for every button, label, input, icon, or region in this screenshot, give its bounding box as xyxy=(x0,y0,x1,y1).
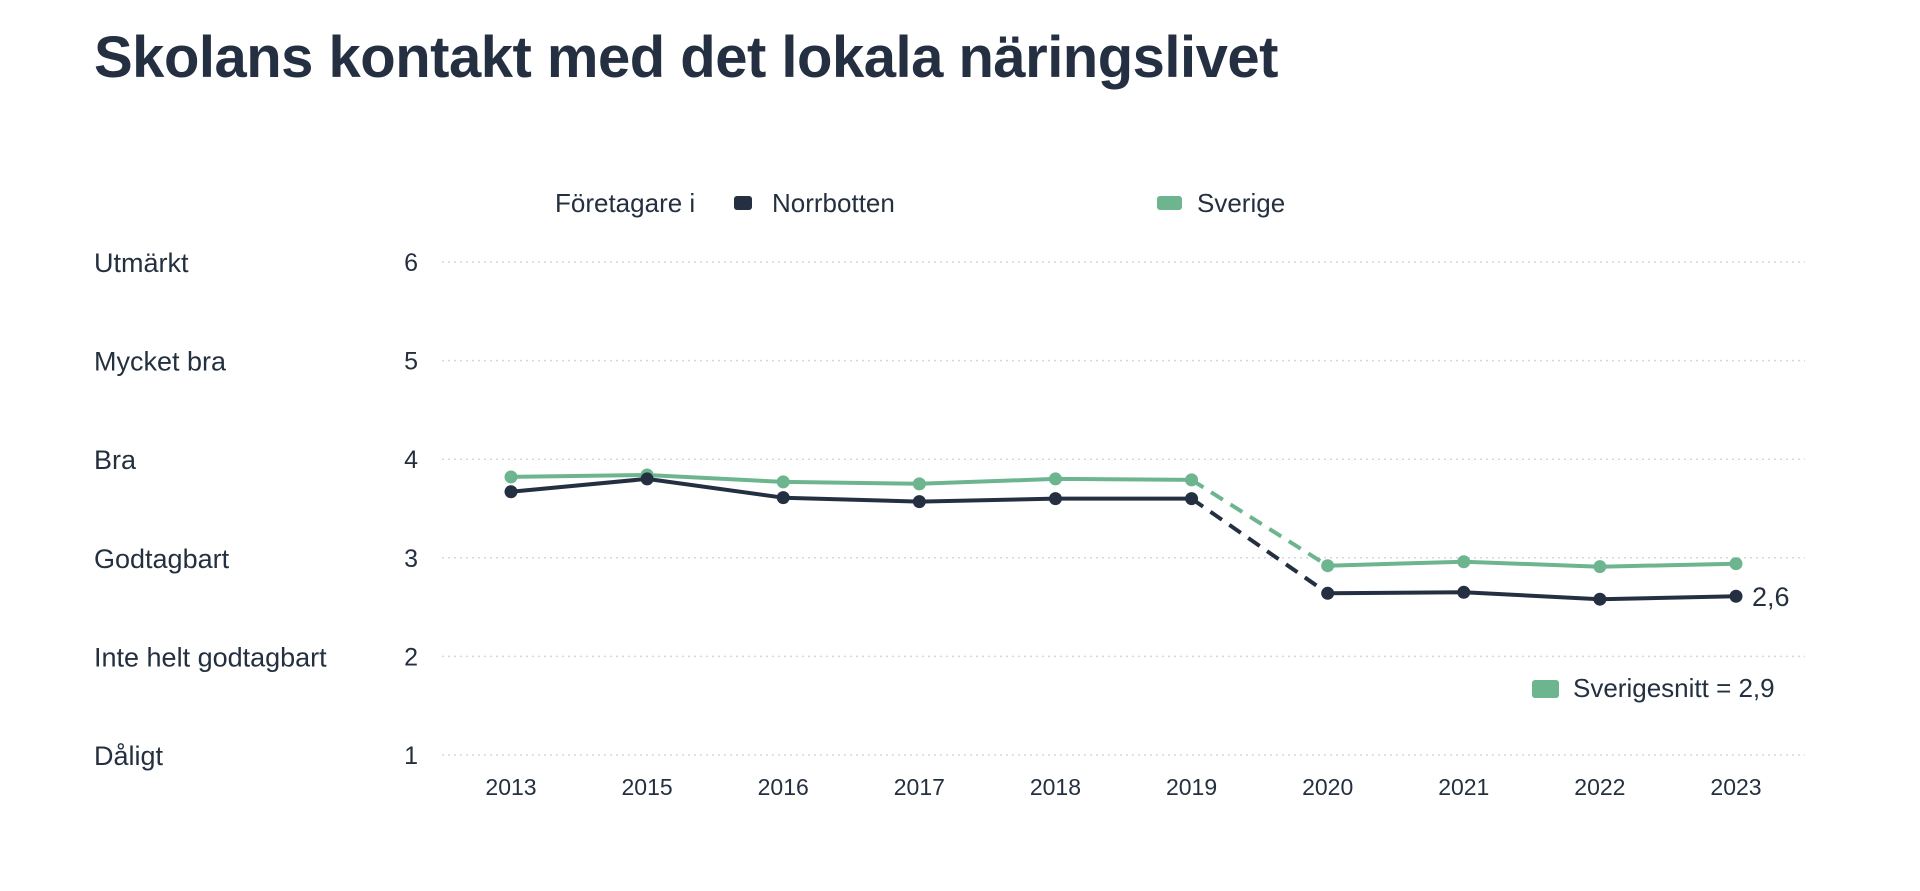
point-sverige-2020 xyxy=(1321,559,1335,573)
y-tick-1: 1 xyxy=(404,742,418,770)
y-tick-6: 6 xyxy=(404,249,418,277)
x-tick-labels: 2013 2015 2016 2017 2018 2019 2020 2021 2022 2023 xyxy=(485,774,1761,800)
legend-label-norrbotten: Norrbotten xyxy=(772,188,895,218)
legend-prefix: Företagare i xyxy=(555,188,695,218)
y-category-5: Mycket bra xyxy=(94,347,227,377)
line-sverige-before xyxy=(510,473,1192,486)
x-tick-2016: 2016 xyxy=(758,774,809,800)
x-tick-2020: 2020 xyxy=(1302,774,1353,800)
legend-label-sverige: Sverige xyxy=(1197,188,1285,218)
y-category-1: Dåligt xyxy=(94,741,164,771)
x-tick-2019: 2019 xyxy=(1166,774,1217,800)
y-tick-5: 5 xyxy=(404,348,418,376)
point-sverige-2019 xyxy=(1185,473,1199,487)
line-norrbotten-after xyxy=(1327,590,1737,602)
point-norrbotten-2022 xyxy=(1593,592,1607,606)
series-group xyxy=(504,468,1743,606)
point-norrbotten-2020 xyxy=(1321,586,1335,600)
y-category-2: Inte helt godtagbart xyxy=(94,642,327,672)
average-label: Sverigesnitt = 2,9 xyxy=(1573,673,1775,703)
point-norrbotten-2023 xyxy=(1729,589,1743,603)
x-tick-2022: 2022 xyxy=(1574,774,1625,800)
line-norrbotten-dashed xyxy=(1190,496,1329,595)
point-sverige-2021 xyxy=(1457,555,1471,569)
point-sverige-2016 xyxy=(776,475,790,489)
point-sverige-2017 xyxy=(912,477,926,491)
point-norrbotten-2015 xyxy=(640,472,654,486)
point-sverige-2013 xyxy=(504,470,518,484)
end-value-label: 2,6 xyxy=(1752,582,1790,612)
y-tick-labels: 1 2 3 4 5 6 xyxy=(404,249,418,770)
point-sverige-2023 xyxy=(1729,557,1743,571)
average-swatch xyxy=(1532,680,1559,698)
point-norrbotten-2019 xyxy=(1185,492,1199,506)
y-tick-3: 3 xyxy=(404,545,418,573)
point-norrbotten-2021 xyxy=(1457,585,1471,599)
point-sverige-2018 xyxy=(1048,472,1062,486)
x-tick-2017: 2017 xyxy=(894,774,945,800)
point-norrbotten-2018 xyxy=(1048,492,1062,506)
chart-title: Skolans kontakt med det lokala näringsli… xyxy=(94,25,1278,90)
y-tick-2: 2 xyxy=(404,643,418,671)
y-category-3: Godtagbart xyxy=(94,544,230,574)
line-sverige-after xyxy=(1327,559,1737,569)
line-sverige-dashed xyxy=(1190,478,1329,568)
y-category-labels: Utmärkt Mycket bra Bra Godtagbart Inte helt … xyxy=(94,248,327,771)
grid xyxy=(442,261,1805,756)
point-sverige-2022 xyxy=(1593,560,1607,574)
point-norrbotten-2017 xyxy=(912,495,926,509)
y-tick-4: 4 xyxy=(404,446,418,474)
legend-swatch-norrbotten xyxy=(734,196,752,210)
average-annotation: Sverigesnitt = 2,9 xyxy=(1532,673,1775,703)
line-norrbotten-before xyxy=(510,476,1192,504)
x-tick-2013: 2013 xyxy=(485,774,536,800)
y-category-6: Utmärkt xyxy=(94,248,189,278)
point-norrbotten-2016 xyxy=(776,491,790,505)
point-norrbotten-2013 xyxy=(504,485,518,499)
x-tick-2018: 2018 xyxy=(1030,774,1081,800)
y-category-4: Bra xyxy=(94,445,137,475)
legend: Företagare i Norrbotten Sverige xyxy=(555,188,1285,218)
x-tick-2015: 2015 xyxy=(622,774,673,800)
x-tick-2021: 2021 xyxy=(1438,774,1489,800)
x-tick-2023: 2023 xyxy=(1710,774,1761,800)
legend-swatch-sverige xyxy=(1157,196,1182,210)
